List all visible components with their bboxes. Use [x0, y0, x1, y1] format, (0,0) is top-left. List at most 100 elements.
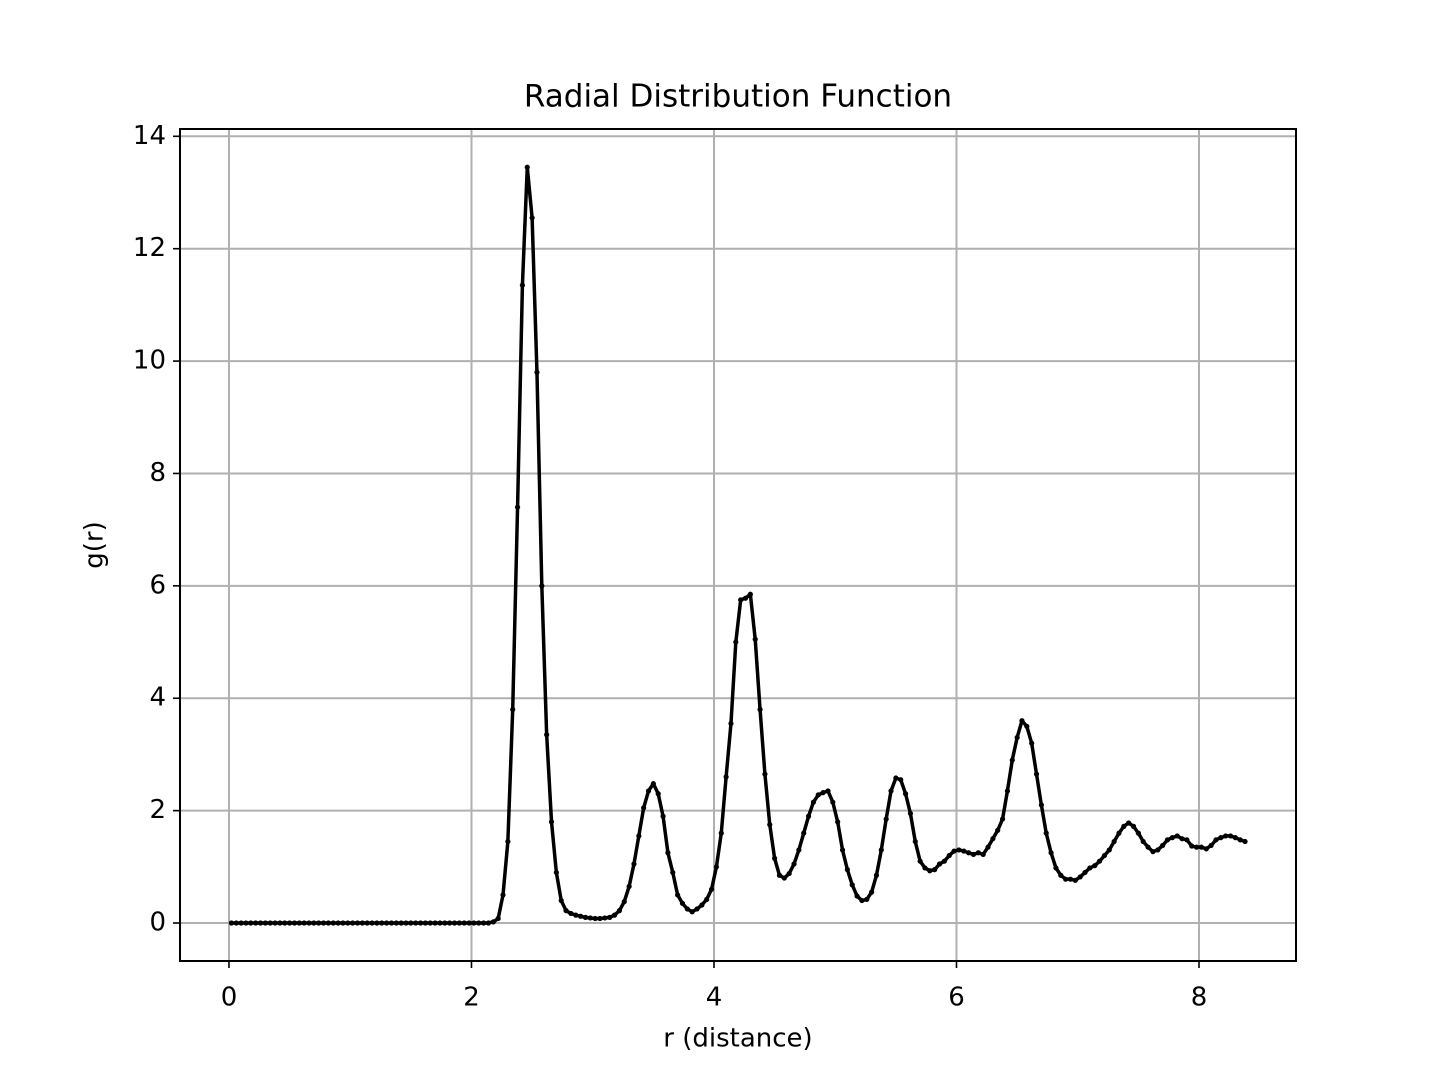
data-point	[354, 920, 361, 926]
data-point	[602, 915, 608, 921]
data-point	[611, 912, 618, 918]
data-point	[573, 912, 579, 918]
data-point	[1072, 877, 1078, 883]
data-point	[961, 848, 967, 854]
data-point	[335, 920, 341, 926]
data-point	[466, 920, 472, 926]
data-point	[539, 583, 545, 589]
data-point	[932, 867, 938, 873]
data-point	[1232, 834, 1238, 841]
data-point	[553, 869, 559, 876]
y-tick-label: 14	[133, 121, 166, 151]
data-point	[1227, 833, 1234, 839]
data-point	[1130, 823, 1137, 829]
data-point	[262, 920, 268, 926]
data-point	[670, 869, 676, 876]
x-tick-label: 2	[463, 983, 480, 1013]
data-point	[621, 899, 627, 905]
data-point	[277, 920, 283, 926]
data-point	[708, 886, 715, 892]
data-point	[1121, 823, 1127, 829]
data-point	[995, 827, 1001, 833]
data-point	[398, 920, 404, 926]
data-point	[796, 847, 802, 853]
data-point	[718, 830, 724, 836]
data-point	[849, 882, 855, 888]
y-tick-label: 8	[149, 458, 166, 488]
data-point	[757, 706, 763, 713]
data-point	[650, 781, 656, 787]
data-point	[864, 896, 870, 903]
data-point	[243, 920, 249, 926]
data-point	[384, 920, 390, 926]
data-point	[747, 591, 753, 597]
y-tick-label: 2	[149, 795, 166, 825]
data-point	[267, 920, 273, 926]
data-point	[1082, 869, 1088, 876]
data-point	[1019, 718, 1025, 724]
data-point	[776, 872, 783, 878]
data-point	[311, 920, 317, 926]
data-point	[704, 896, 710, 903]
data-point	[684, 906, 690, 912]
data-point	[1169, 834, 1175, 841]
data-point	[679, 900, 686, 906]
data-point	[970, 851, 977, 858]
data-point	[825, 788, 831, 794]
data-point	[767, 822, 773, 828]
data-point	[534, 369, 540, 375]
data-point	[616, 908, 623, 914]
data-point	[1101, 852, 1108, 859]
data-point	[941, 858, 947, 864]
data-point	[898, 777, 904, 783]
x-tick-label: 4	[706, 983, 723, 1013]
data-point	[582, 914, 589, 920]
data-point	[912, 838, 918, 845]
data-point	[330, 920, 336, 926]
data-point	[408, 920, 414, 926]
data-point	[1208, 842, 1214, 849]
y-tick-label: 10	[133, 346, 166, 376]
data-point	[369, 920, 375, 926]
data-point	[946, 852, 952, 859]
data-point	[510, 706, 516, 713]
data-point	[1218, 834, 1224, 841]
data-point	[563, 908, 569, 914]
data-point	[917, 858, 923, 864]
data-point	[1063, 876, 1069, 882]
data-point	[854, 893, 860, 899]
chart-title: Radial Distribution Function	[524, 79, 952, 115]
data-point	[514, 504, 521, 510]
data-point	[1014, 734, 1020, 741]
data-point	[907, 810, 914, 817]
data-point	[805, 813, 812, 819]
data-point	[592, 915, 598, 922]
data-point	[490, 919, 496, 925]
data-point	[689, 909, 695, 915]
data-point	[417, 920, 424, 926]
data-point	[442, 920, 448, 926]
data-point	[781, 875, 787, 881]
data-point	[379, 920, 385, 926]
data-point	[815, 792, 821, 798]
data-point	[839, 847, 846, 853]
y-tick-label: 4	[149, 683, 166, 713]
data-point	[1058, 872, 1064, 878]
data-point	[374, 920, 380, 926]
data-point	[1160, 842, 1166, 849]
data-point	[568, 910, 574, 917]
data-point	[233, 920, 239, 926]
data-point	[922, 865, 928, 871]
data-point	[345, 920, 351, 926]
data-point	[1024, 723, 1030, 729]
data-point	[519, 282, 526, 288]
data-point	[873, 872, 880, 878]
data-point	[427, 920, 433, 926]
data-point	[985, 844, 991, 850]
data-point	[238, 920, 244, 926]
data-point	[476, 920, 482, 926]
data-point	[495, 915, 501, 922]
data-point	[675, 892, 681, 898]
data-point	[810, 799, 817, 805]
data-point	[578, 913, 584, 919]
